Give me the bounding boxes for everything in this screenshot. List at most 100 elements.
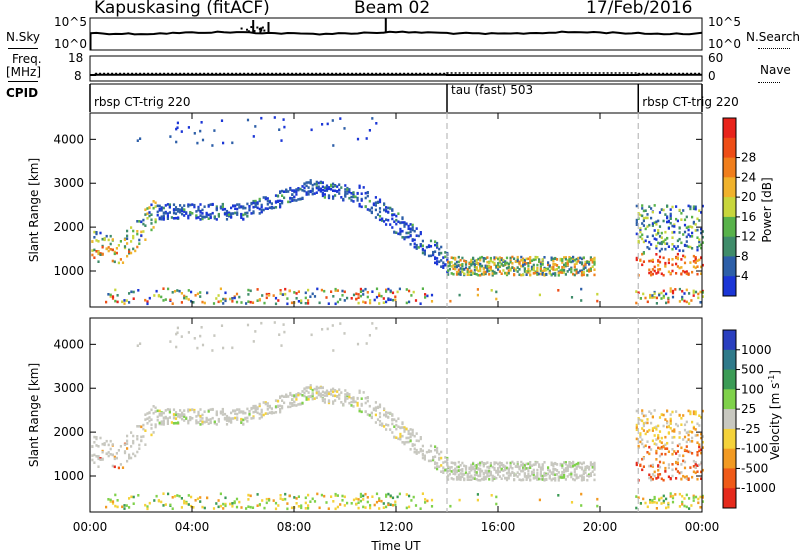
power-cell bbox=[637, 239, 640, 243]
velocity-cell bbox=[146, 412, 149, 415]
power-cell bbox=[295, 199, 298, 202]
power-cell bbox=[105, 234, 108, 238]
power-cell bbox=[455, 260, 459, 264]
velocity-cell bbox=[650, 421, 653, 425]
velocity-cell bbox=[378, 497, 381, 500]
power-cell bbox=[289, 196, 292, 200]
velocity-cell bbox=[211, 407, 214, 411]
power-cell bbox=[364, 191, 367, 195]
power-cell bbox=[343, 127, 346, 130]
power-cell bbox=[539, 267, 542, 271]
power-cell bbox=[648, 271, 651, 275]
velocity-cell bbox=[252, 415, 255, 418]
velocity-cell bbox=[387, 411, 390, 415]
power-cell bbox=[297, 198, 300, 201]
velocity-cell bbox=[207, 418, 210, 422]
velocity-cell bbox=[473, 473, 476, 477]
velocity-cell bbox=[648, 452, 651, 456]
power-cell bbox=[158, 209, 161, 212]
power-cell bbox=[475, 268, 478, 271]
power-cell bbox=[370, 206, 373, 210]
velocity-cell bbox=[455, 478, 459, 481]
velocity-cell bbox=[200, 326, 203, 329]
power-cell bbox=[438, 251, 441, 255]
power-cell bbox=[260, 203, 263, 207]
velocity-cell bbox=[692, 496, 695, 499]
velocity-cell bbox=[101, 458, 104, 461]
velocity-cell bbox=[197, 410, 200, 414]
power-cell bbox=[191, 212, 194, 215]
power-cell bbox=[132, 297, 135, 300]
velocity-cell bbox=[107, 454, 110, 458]
power-cell bbox=[364, 205, 367, 209]
power-cell bbox=[648, 259, 651, 263]
power-cell bbox=[582, 264, 585, 268]
power-cell bbox=[651, 224, 654, 227]
velocity-cell bbox=[454, 463, 457, 466]
power-cell bbox=[134, 249, 137, 253]
velocity-cell bbox=[675, 467, 678, 471]
power-cell bbox=[529, 258, 532, 262]
power-cell bbox=[179, 210, 182, 214]
velocity-cell bbox=[472, 476, 475, 480]
power-cell bbox=[105, 300, 108, 304]
velocity-cell bbox=[651, 439, 654, 443]
power-cell bbox=[651, 210, 654, 214]
power-cell bbox=[277, 299, 280, 302]
velocity-cell bbox=[701, 409, 704, 413]
power-cell bbox=[664, 265, 667, 268]
power-cell bbox=[641, 233, 644, 237]
power-cell bbox=[692, 265, 695, 269]
velocity-cell bbox=[240, 506, 243, 509]
power-cell bbox=[236, 211, 239, 214]
power-cell bbox=[675, 262, 678, 266]
power-cell bbox=[458, 293, 461, 297]
velocity-cell bbox=[123, 450, 127, 453]
power-cell bbox=[522, 263, 525, 267]
power-cell bbox=[180, 292, 183, 295]
velocity-cell bbox=[421, 456, 424, 460]
velocity-cell bbox=[502, 463, 505, 467]
power-cell bbox=[701, 204, 704, 208]
power-cell bbox=[698, 209, 701, 212]
power-cell bbox=[566, 262, 569, 265]
velocity-cell bbox=[256, 406, 259, 409]
power-cell bbox=[671, 295, 675, 299]
power-cell bbox=[579, 256, 582, 260]
power-cell bbox=[675, 256, 678, 260]
power-cell bbox=[158, 216, 161, 220]
velocity-cell bbox=[520, 478, 523, 482]
x-axis-label: Time UT bbox=[370, 539, 421, 553]
power-cell bbox=[457, 271, 460, 274]
velocity-cell bbox=[405, 440, 408, 444]
power-cell bbox=[260, 205, 263, 209]
power-cell bbox=[116, 294, 119, 297]
velocity-cell bbox=[596, 497, 599, 501]
velocity-cell bbox=[262, 413, 265, 417]
velocity-cell bbox=[658, 416, 662, 419]
power-cell bbox=[113, 250, 116, 254]
power-cell bbox=[658, 268, 662, 271]
colorbar-swatch bbox=[723, 256, 736, 277]
power-cell bbox=[279, 205, 282, 209]
power-cell bbox=[378, 292, 381, 295]
power-cell bbox=[635, 221, 638, 224]
power-cell bbox=[685, 215, 688, 219]
velocity-cell bbox=[245, 507, 248, 510]
velocity-cell bbox=[140, 439, 143, 442]
velocity-cell bbox=[500, 477, 503, 480]
power-cell bbox=[378, 218, 382, 222]
velocity-cell bbox=[561, 476, 564, 479]
velocity-cell bbox=[461, 468, 464, 471]
power-cell bbox=[260, 116, 263, 120]
velocity-cell bbox=[532, 471, 535, 474]
velocity-cell bbox=[662, 501, 665, 504]
velocity-cell bbox=[491, 477, 494, 480]
velocity-cell bbox=[484, 462, 487, 465]
power-cell bbox=[115, 251, 118, 255]
velocity-cell bbox=[189, 408, 192, 412]
power-cell bbox=[696, 228, 699, 232]
velocity-cell bbox=[525, 478, 528, 481]
power-cell bbox=[527, 262, 530, 265]
